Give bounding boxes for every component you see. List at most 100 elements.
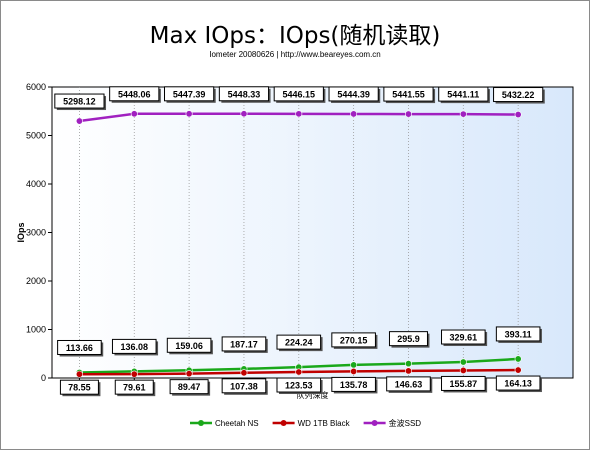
data-point bbox=[295, 110, 303, 118]
data-label-box bbox=[59, 379, 99, 395]
legend-item: 金波SSD bbox=[363, 418, 422, 428]
data-label-text: 123.53 bbox=[285, 381, 313, 391]
data-label-box bbox=[331, 376, 376, 392]
data-label-text: 113.66 bbox=[66, 343, 93, 353]
data-point bbox=[459, 358, 467, 366]
data-label-text: 89.47 bbox=[178, 382, 201, 392]
data-label-text: 5446.15 bbox=[283, 89, 316, 99]
legend-label: 金波SSD bbox=[389, 418, 422, 428]
data-label: 136.08 bbox=[111, 338, 159, 356]
legend-swatch-marker bbox=[371, 420, 378, 426]
data-point bbox=[350, 110, 358, 118]
data-point bbox=[404, 367, 412, 375]
data-label-box bbox=[276, 377, 322, 393]
data-label-box bbox=[331, 332, 376, 348]
data-label-box bbox=[111, 338, 157, 354]
data-label-box bbox=[166, 337, 212, 353]
data-label: 5432.22 bbox=[493, 87, 545, 104]
data-label-box bbox=[386, 376, 431, 392]
data-point bbox=[404, 360, 412, 368]
legend-swatch-marker bbox=[198, 420, 204, 426]
data-label-text: 5441.55 bbox=[392, 90, 425, 100]
data-label-text: 159.06 bbox=[175, 341, 203, 351]
data-label-text: 5441.11 bbox=[447, 90, 479, 100]
data-point bbox=[130, 110, 138, 118]
data-label: 5441.55 bbox=[383, 86, 436, 104]
data-label: 89.47 bbox=[169, 379, 211, 396]
data-label-text: 155.87 bbox=[450, 379, 478, 389]
legend: Cheetah NS WD 1TB Black 金波SSD bbox=[190, 418, 421, 428]
data-label: 5298.12 bbox=[54, 93, 107, 111]
data-label: 224.24 bbox=[276, 334, 323, 352]
data-label-box bbox=[441, 375, 486, 391]
data-label-box bbox=[164, 86, 215, 102]
data-label-text: 5448.33 bbox=[228, 89, 261, 99]
data-label-box bbox=[54, 93, 105, 109]
data-label-box bbox=[328, 86, 379, 102]
series-3 bbox=[75, 110, 522, 125]
data-label-text: 329.61 bbox=[450, 333, 478, 343]
data-point bbox=[185, 370, 193, 378]
data-label-text: 5298.12 bbox=[63, 97, 96, 107]
legend-label: WD 1TB Black bbox=[298, 419, 351, 428]
data-label: 5448.06 bbox=[109, 86, 161, 103]
legend-item: Cheetah NS bbox=[190, 419, 259, 428]
data-point bbox=[130, 370, 138, 378]
data-label-text: 5444.39 bbox=[337, 89, 370, 99]
data-label: 5447.39 bbox=[164, 86, 216, 103]
data-point bbox=[459, 110, 467, 118]
data-label-box bbox=[221, 378, 267, 394]
data-label: 135.78 bbox=[331, 376, 378, 394]
data-label-text: 79.61 bbox=[123, 383, 146, 393]
data-label: 393.11 bbox=[495, 326, 542, 343]
data-label: 146.63 bbox=[386, 376, 433, 393]
data-label: 78.55 bbox=[59, 379, 101, 397]
data-label-box bbox=[495, 326, 541, 342]
series-2 bbox=[75, 366, 522, 378]
data-point bbox=[185, 110, 193, 118]
data-label-box bbox=[114, 379, 154, 395]
chart-title: Max IOps：IOps(随机读取) bbox=[149, 23, 441, 49]
y-tick-label: 2000 bbox=[26, 276, 46, 286]
data-label: 164.13 bbox=[495, 375, 542, 393]
data-point bbox=[514, 111, 522, 119]
data-label-text: 224.24 bbox=[285, 338, 313, 348]
data-label: 155.87 bbox=[441, 375, 488, 393]
data-label: 123.53 bbox=[276, 377, 323, 395]
data-label-text: 270.15 bbox=[340, 335, 368, 345]
data-label: 5441.11 bbox=[438, 86, 490, 104]
data-label-box bbox=[169, 379, 209, 395]
y-tick-label: 1000 bbox=[26, 325, 46, 335]
data-label-text: 135.78 bbox=[340, 380, 368, 390]
data-label: 270.15 bbox=[331, 332, 378, 349]
data-label-text: 146.63 bbox=[395, 379, 423, 389]
y-tick-label: 0 bbox=[41, 373, 46, 383]
data-point bbox=[350, 361, 358, 369]
data-label-text: 136.08 bbox=[120, 342, 148, 352]
data-point bbox=[75, 117, 83, 125]
data-label-text: 187.17 bbox=[230, 339, 258, 349]
data-label-box bbox=[493, 87, 544, 103]
legend-swatch-marker bbox=[280, 420, 287, 426]
data-label-text: 5447.39 bbox=[173, 89, 206, 99]
data-label-box bbox=[388, 331, 428, 347]
data-labels: 113.66 136.08 159.06 187.17 224.24 270.15 295.… bbox=[54, 86, 545, 397]
y-tick-label: 5000 bbox=[26, 131, 46, 141]
x-axis-title: 队列深度 bbox=[297, 390, 329, 400]
data-label: 159.06 bbox=[166, 337, 213, 355]
data-label: 295.9 bbox=[388, 331, 430, 348]
plot-area bbox=[51, 86, 574, 379]
data-label-text: 5448.06 bbox=[118, 89, 151, 99]
data-label-text: 78.55 bbox=[68, 383, 91, 393]
data-label-text: 393.11 bbox=[505, 329, 532, 339]
data-point bbox=[514, 366, 522, 374]
data-label-box bbox=[441, 329, 486, 345]
data-label-box bbox=[495, 375, 541, 391]
data-point bbox=[75, 370, 83, 378]
data-label: 5448.33 bbox=[218, 86, 271, 103]
data-label-text: 164.13 bbox=[504, 379, 532, 389]
data-point bbox=[240, 369, 248, 377]
data-point bbox=[350, 367, 358, 375]
y-tick-label: 4000 bbox=[26, 179, 46, 189]
